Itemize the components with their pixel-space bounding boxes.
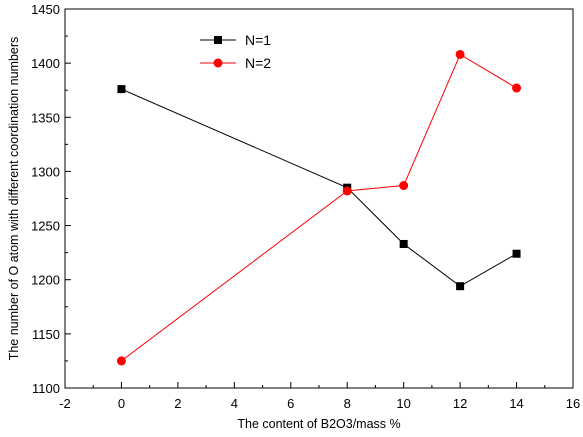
- x-tick-label: 0: [118, 396, 125, 411]
- y-tick-label: 1100: [32, 381, 60, 396]
- data-point-n2: [455, 49, 465, 59]
- y-tick-label: 1400: [31, 56, 60, 71]
- x-axis-title: The content of B2O3/mass %: [237, 417, 400, 431]
- y-tick-label: 1250: [31, 219, 60, 234]
- legend-marker-n1: [214, 36, 222, 44]
- series-line-n2: [121, 53, 517, 362]
- data-point-n2: [116, 356, 126, 366]
- y-tick-label: 1300: [31, 164, 60, 179]
- data-point-n1: [399, 239, 408, 248]
- x-tick-label: 4: [231, 396, 238, 411]
- x-tick-label: 2: [174, 396, 181, 411]
- data-point-n1: [117, 85, 126, 94]
- data-point-n2: [399, 181, 409, 191]
- legend-label-n2: N=2: [245, 55, 271, 71]
- legend-marker-n2: [213, 58, 223, 68]
- data-point-n2: [342, 186, 352, 196]
- data-point-n1: [456, 282, 465, 291]
- x-tick-label: 16: [566, 396, 580, 411]
- x-tick-label: 6: [287, 396, 294, 411]
- x-tick-label: -2: [59, 396, 71, 411]
- y-tick-label: 1150: [32, 327, 60, 342]
- x-axis-ticks: -2 0 2 4 6 8 10 12 14 16: [59, 382, 580, 411]
- series-layer: [116, 49, 522, 366]
- series-line-n1: [121, 88, 517, 287]
- x-tick-label: 8: [344, 396, 351, 411]
- y-tick-label: 1350: [31, 110, 60, 125]
- legend-label-n1: N=1: [245, 32, 271, 48]
- x-tick-label: 10: [396, 396, 410, 411]
- x-tick-label: 14: [509, 396, 523, 411]
- data-point-n2: [512, 83, 522, 93]
- x-tick-label: 12: [453, 396, 467, 411]
- legend: N=1N=2: [200, 32, 271, 71]
- y-axis-title: The number of O atom with different coor…: [7, 37, 21, 361]
- y-tick-label: 1450: [31, 2, 60, 17]
- y-axis-ticks: 1100 1150 1200 1250 1300 1350 1400 1450: [31, 2, 71, 396]
- y-tick-label: 1200: [31, 273, 60, 288]
- plot-frame: [64, 8, 574, 389]
- data-point-n1: [512, 249, 521, 258]
